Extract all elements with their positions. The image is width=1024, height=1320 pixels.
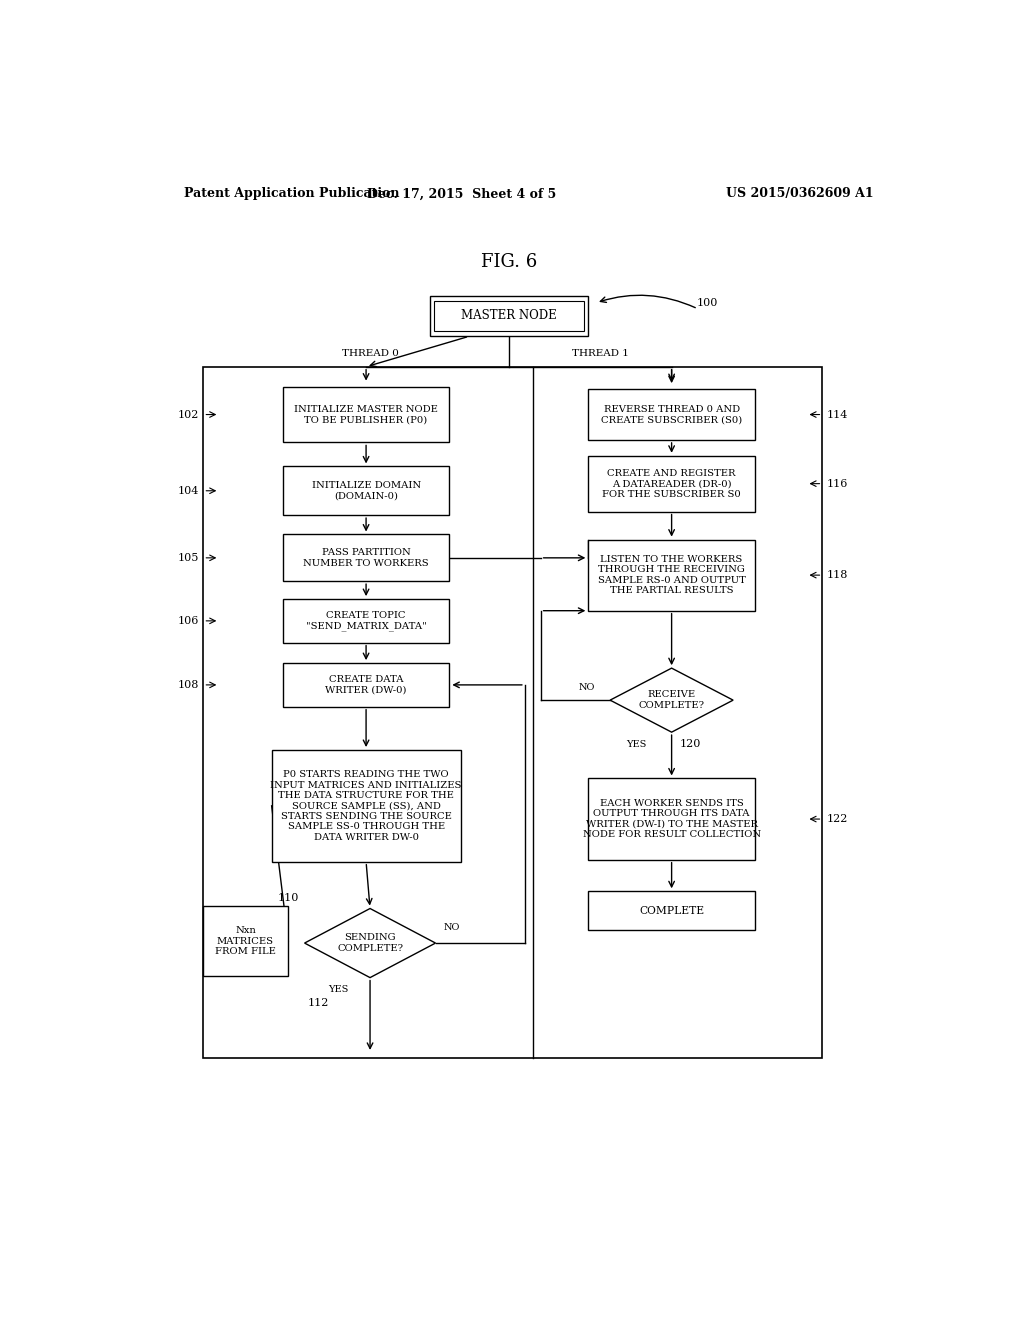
FancyBboxPatch shape bbox=[588, 540, 755, 611]
Text: COMPLETE: COMPLETE bbox=[639, 906, 705, 916]
Text: 105: 105 bbox=[178, 553, 200, 562]
Text: CREATE DATA
WRITER (DW-0): CREATE DATA WRITER (DW-0) bbox=[326, 676, 407, 694]
Polygon shape bbox=[610, 668, 733, 733]
Text: 114: 114 bbox=[826, 409, 848, 420]
Text: NO: NO bbox=[579, 684, 595, 693]
Text: 116: 116 bbox=[826, 479, 848, 488]
Text: 112: 112 bbox=[308, 998, 329, 1008]
Text: 102: 102 bbox=[178, 409, 200, 420]
Text: 110: 110 bbox=[279, 894, 299, 903]
Text: MASTER NODE: MASTER NODE bbox=[461, 309, 557, 322]
Text: Nxn
MATRICES
FROM FILE: Nxn MATRICES FROM FILE bbox=[215, 927, 275, 956]
Text: YES: YES bbox=[626, 739, 646, 748]
Text: 108: 108 bbox=[178, 680, 200, 690]
Text: 122: 122 bbox=[826, 814, 848, 824]
Text: INITIALIZE MASTER NODE
TO BE PUBLISHER (P0): INITIALIZE MASTER NODE TO BE PUBLISHER (… bbox=[294, 405, 438, 424]
Text: THREAD 1: THREAD 1 bbox=[571, 348, 629, 358]
FancyBboxPatch shape bbox=[588, 389, 755, 440]
Text: 106: 106 bbox=[178, 616, 200, 626]
FancyBboxPatch shape bbox=[283, 599, 450, 643]
FancyBboxPatch shape bbox=[271, 750, 461, 862]
FancyBboxPatch shape bbox=[588, 779, 755, 859]
FancyBboxPatch shape bbox=[283, 466, 450, 515]
FancyBboxPatch shape bbox=[283, 387, 450, 442]
Text: NO: NO bbox=[443, 923, 460, 932]
Text: US 2015/0362609 A1: US 2015/0362609 A1 bbox=[726, 187, 873, 201]
Text: 120: 120 bbox=[680, 739, 700, 750]
Text: 118: 118 bbox=[826, 570, 848, 579]
Text: EACH WORKER SENDS ITS
OUTPUT THROUGH ITS DATA
WRITER (DW-I) TO THE MASTER
NODE F: EACH WORKER SENDS ITS OUTPUT THROUGH ITS… bbox=[583, 799, 761, 840]
Text: INITIALIZE DOMAIN
(DOMAIN-0): INITIALIZE DOMAIN (DOMAIN-0) bbox=[311, 480, 421, 500]
Text: 100: 100 bbox=[696, 298, 718, 308]
Text: CREATE TOPIC
"SEND_MATRIX_DATA": CREATE TOPIC "SEND_MATRIX_DATA" bbox=[306, 611, 426, 631]
FancyBboxPatch shape bbox=[588, 455, 755, 512]
Text: SENDING
COMPLETE?: SENDING COMPLETE? bbox=[337, 933, 403, 953]
FancyBboxPatch shape bbox=[203, 907, 289, 975]
Polygon shape bbox=[304, 908, 435, 978]
Text: Dec. 17, 2015  Sheet 4 of 5: Dec. 17, 2015 Sheet 4 of 5 bbox=[367, 187, 556, 201]
Text: LISTEN TO THE WORKERS
THROUGH THE RECEIVING
SAMPLE RS-0 AND OUTPUT
THE PARTIAL R: LISTEN TO THE WORKERS THROUGH THE RECEIV… bbox=[598, 554, 745, 595]
Text: YES: YES bbox=[328, 985, 348, 994]
Text: Patent Application Publication: Patent Application Publication bbox=[183, 187, 399, 201]
Text: 104: 104 bbox=[178, 486, 200, 496]
Text: CREATE AND REGISTER
A DATAREADER (DR-0)
FOR THE SUBSCRIBER S0: CREATE AND REGISTER A DATAREADER (DR-0) … bbox=[602, 469, 741, 499]
Text: FIG. 6: FIG. 6 bbox=[481, 253, 537, 271]
FancyBboxPatch shape bbox=[588, 891, 755, 929]
FancyBboxPatch shape bbox=[430, 296, 588, 337]
FancyBboxPatch shape bbox=[283, 535, 450, 581]
Text: P0 STARTS READING THE TWO
INPUT MATRICES AND INITIALIZES
THE DATA STRUCTURE FOR : P0 STARTS READING THE TWO INPUT MATRICES… bbox=[270, 770, 462, 842]
Text: RECEIVE
COMPLETE?: RECEIVE COMPLETE? bbox=[639, 690, 705, 710]
Text: THREAD 0: THREAD 0 bbox=[342, 348, 398, 358]
FancyBboxPatch shape bbox=[283, 663, 450, 706]
Text: PASS PARTITION
NUMBER TO WORKERS: PASS PARTITION NUMBER TO WORKERS bbox=[303, 548, 429, 568]
Text: REVERSE THREAD 0 AND
CREATE SUBSCRIBER (S0): REVERSE THREAD 0 AND CREATE SUBSCRIBER (… bbox=[601, 405, 742, 424]
